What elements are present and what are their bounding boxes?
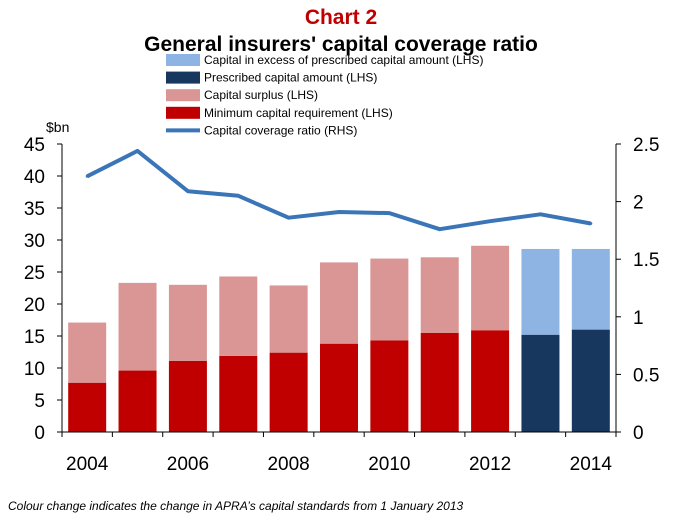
bar-segment-base <box>420 332 459 432</box>
x-axis-ticks: 2004 2006 2008 2010 2012 2014 <box>61 432 617 475</box>
x-tick-label: 2010 <box>368 454 410 475</box>
left-tick-label: 5 <box>34 391 45 412</box>
ratio-polyline <box>86 148 592 232</box>
right-tick-label: 1 <box>633 308 644 329</box>
bar-segment-base <box>471 330 510 432</box>
bar-segment-top <box>118 282 157 371</box>
ratio-point <box>337 210 341 214</box>
bar-segment-base <box>269 352 308 432</box>
bar-segment-top <box>219 276 258 356</box>
ratio-point <box>488 219 492 223</box>
legend-swatch <box>166 89 200 102</box>
bar-segment-base <box>219 355 258 432</box>
bar-segment-top <box>420 257 459 333</box>
legend-label: Capital in excess of prescribed capital … <box>204 53 483 67</box>
left-tick-label: 35 <box>24 199 45 220</box>
ratio-point <box>538 212 542 216</box>
x-tick-label: 2012 <box>469 454 511 475</box>
bars <box>68 245 610 432</box>
right-tick-label: 0 <box>633 423 644 444</box>
ratio-point <box>236 194 240 198</box>
bar-segment-base <box>168 360 207 432</box>
ratio-point <box>589 221 593 225</box>
ratio-line <box>85 148 593 232</box>
legend-label: Minimum capital requirement (LHS) <box>204 106 393 120</box>
bar-segment-top <box>168 284 207 361</box>
left-tick-label: 40 <box>24 167 45 188</box>
right-tick-label: 2 <box>633 193 644 214</box>
left-tick-label: 25 <box>24 263 45 284</box>
legend-swatch <box>166 54 200 66</box>
ratio-point <box>387 211 391 215</box>
right-axis-ticks: 0 0.5 1 1.5 2 2.5 <box>616 135 659 444</box>
ratio-point <box>136 149 140 153</box>
left-tick-label: 15 <box>24 327 45 348</box>
legend-swatch <box>166 106 200 119</box>
bar-segment-top <box>269 285 308 353</box>
bar-segment-base <box>118 370 157 432</box>
right-tick-label: 0.5 <box>633 365 659 386</box>
bar-segment-top <box>320 262 358 344</box>
x-tick-label: 2004 <box>66 454 109 475</box>
left-tick-label: 20 <box>24 295 45 316</box>
left-tick-label: 10 <box>24 359 45 380</box>
left-tick-label: 45 <box>24 135 45 156</box>
bar-segment-top <box>68 322 107 383</box>
bar-segment-top <box>471 245 510 331</box>
y-axis-label: $bn <box>46 119 69 135</box>
ratio-point <box>287 216 291 220</box>
left-tick-label: 0 <box>34 423 45 444</box>
legend-label: Capital coverage ratio (RHS) <box>204 123 357 137</box>
x-tick-label: 2006 <box>167 454 209 475</box>
axes <box>61 144 617 433</box>
x-tick-label: 2008 <box>267 454 309 475</box>
chart-title: Chart 2 <box>305 6 377 29</box>
legend-label: Capital surplus (LHS) <box>204 88 318 102</box>
legend: Capital in excess of prescribed capital … <box>166 53 483 137</box>
x-tick-label: 2014 <box>570 454 613 475</box>
ratio-point <box>186 189 190 193</box>
bar-segment-base <box>320 343 358 432</box>
bar-segment-base <box>521 334 560 432</box>
footnote: Colour change indicates the change in AP… <box>8 499 463 513</box>
chart-subtitle: General insurers' capital coverage ratio <box>144 33 538 56</box>
bar-segment-top <box>370 258 409 341</box>
left-axis-ticks: 0 5 10 15 20 25 30 35 40 45 <box>24 135 62 444</box>
bar-segment-base <box>571 329 610 432</box>
ratio-point <box>438 227 442 231</box>
bar-segment-base <box>68 382 107 432</box>
legend-label: Prescribed capital amount (LHS) <box>204 71 377 85</box>
legend-swatch <box>166 71 200 84</box>
ratio-point <box>85 174 89 178</box>
right-tick-label: 2.5 <box>633 135 659 156</box>
right-tick-label: 1.5 <box>633 250 659 271</box>
bar-segment-base <box>370 340 409 432</box>
left-tick-label: 30 <box>24 231 45 252</box>
bar-segment-top <box>571 248 610 330</box>
bar-segment-top <box>521 248 560 335</box>
